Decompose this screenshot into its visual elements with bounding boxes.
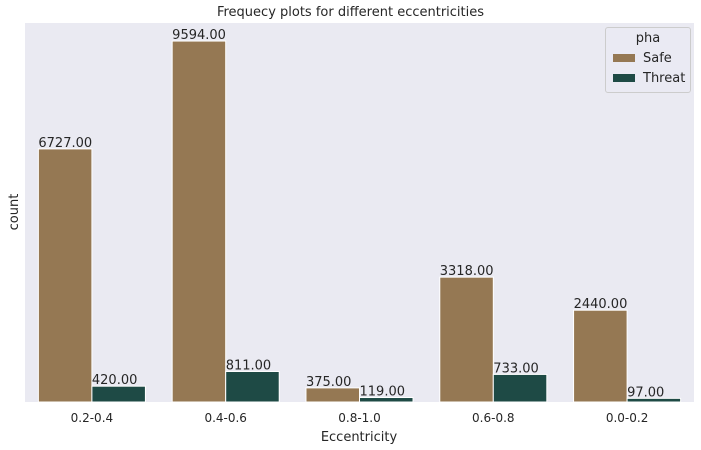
x-tick-label: 0.6-0.8 bbox=[472, 411, 515, 425]
x-tick-label: 0.0-0.2 bbox=[606, 411, 649, 425]
x-tick-label: 0.4-0.6 bbox=[204, 411, 247, 425]
bar-threat-0.8-1.0 bbox=[359, 397, 414, 403]
bar-safe-0.4-0.6 bbox=[171, 40, 227, 403]
legend-item-threat: Threat bbox=[613, 71, 685, 87]
bar-threat-0.4-0.6 bbox=[225, 370, 280, 403]
bars-layer: 6727.00 420.00 9594.00 811.00 375.00 119.00 33… bbox=[37, 28, 682, 403]
y-axis-label: count bbox=[7, 194, 22, 231]
data-label-threat-0.4-0.6: 811.00 bbox=[226, 358, 272, 373]
legend-item-safe: Safe bbox=[613, 51, 672, 67]
x-tick-label: 0.8-1.0 bbox=[338, 411, 381, 425]
data-label-safe-0.2-0.4: 6727.00 bbox=[38, 136, 92, 151]
legend-swatch-threat bbox=[613, 73, 635, 82]
bar-safe-0.2-0.4 bbox=[37, 148, 93, 403]
data-label-threat-0.2-0.4: 420.00 bbox=[92, 373, 137, 388]
legend-label-safe: Safe bbox=[643, 51, 672, 66]
legend-swatch-safe bbox=[613, 53, 635, 62]
chart-title: Frequecy plots for different eccentricit… bbox=[216, 5, 485, 20]
data-label-threat-0.0-0.2: 97.00 bbox=[627, 385, 664, 400]
x-ticks-layer: 0.2-0.4 0.4-0.6 0.8-1.0 0.6-0.8 0.0-0.2 bbox=[71, 411, 649, 425]
x-tick-label: 0.2-0.4 bbox=[71, 411, 114, 425]
data-label-threat-0.8-1.0: 119.00 bbox=[360, 385, 406, 400]
bar-safe-0.8-1.0 bbox=[305, 387, 361, 403]
legend: pha Safe Threat bbox=[605, 27, 691, 93]
bar-threat-0.0-0.2 bbox=[626, 397, 682, 403]
data-label-safe-0.8-1.0: 375.00 bbox=[306, 375, 352, 390]
data-label-safe-0.4-0.6: 9594.00 bbox=[172, 28, 226, 43]
legend-title: pha bbox=[635, 31, 661, 46]
data-label-safe-0.0-0.2: 2440.00 bbox=[574, 297, 628, 312]
bar-threat-0.6-0.8 bbox=[492, 373, 548, 403]
x-axis-label: Eccentricity bbox=[321, 430, 398, 445]
bar-safe-0.6-0.8 bbox=[439, 276, 494, 403]
data-label-safe-0.6-0.8: 3318.00 bbox=[440, 264, 494, 279]
legend-label-threat: Threat bbox=[643, 71, 686, 86]
bar-threat-0.2-0.4 bbox=[91, 385, 146, 403]
data-label-threat-0.6-0.8: 733.00 bbox=[493, 361, 539, 376]
bar-safe-0.0-0.2 bbox=[573, 309, 628, 403]
